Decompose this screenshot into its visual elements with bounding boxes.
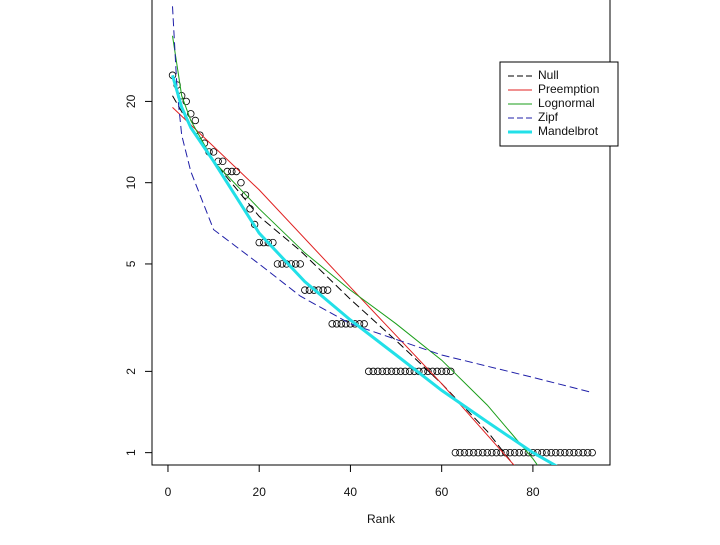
observed-point (364, 367, 373, 376)
observed-point (456, 448, 464, 457)
observed-point (264, 238, 273, 247)
legend-label: Mandelbrot (538, 124, 599, 138)
observed-point (187, 110, 195, 118)
observed-point (520, 448, 528, 457)
observed-point (301, 286, 309, 294)
y-tick-label: 5 (124, 260, 138, 267)
observed-point (552, 448, 560, 457)
observed-point (209, 148, 218, 156)
legend-label: Preemption (538, 82, 599, 96)
fit-line (172, 107, 515, 465)
observed-point (583, 448, 592, 457)
observed-point (333, 320, 341, 328)
fit-line (172, 35, 539, 465)
observed-point (460, 448, 469, 457)
legend-label: Lognormal (538, 96, 595, 110)
observed-point (442, 367, 450, 376)
observed-point (273, 260, 282, 268)
observed-point (437, 367, 446, 376)
observed-point (241, 191, 250, 199)
fit-line (172, 6, 593, 393)
observed-point (465, 448, 473, 457)
observed-point (383, 367, 391, 376)
x-tick-label: 20 (253, 485, 267, 499)
observed-point (469, 448, 478, 457)
observed-point (538, 448, 546, 457)
x-tick-label: 60 (435, 485, 449, 499)
observed-point (278, 260, 286, 268)
observed-point (510, 448, 519, 457)
observed-point (574, 448, 583, 457)
observed-point (547, 448, 555, 457)
observed-point (579, 448, 587, 457)
observed-point (474, 448, 482, 457)
observed-point (232, 167, 241, 176)
y-tick-label: 2 (124, 368, 138, 375)
y-tick-label: 10 (124, 176, 138, 190)
observed-point (237, 178, 245, 187)
observed-point (433, 367, 441, 376)
observed-point (255, 238, 263, 247)
observed-point (515, 448, 523, 457)
observed-point (360, 320, 368, 328)
observed-point (342, 320, 350, 328)
observed-point (488, 448, 496, 457)
observed-point (182, 97, 190, 106)
observed-point (310, 286, 318, 294)
y-tick-label: 20 (124, 94, 138, 108)
legend-label: Null (538, 68, 559, 82)
observed-point (401, 367, 409, 376)
observed-point (529, 448, 537, 457)
observed-point (369, 367, 377, 376)
observed-point (406, 367, 414, 376)
plot-area (168, 6, 596, 465)
observed-point (328, 320, 336, 328)
observed-point (447, 367, 455, 376)
x-tick-label: 80 (526, 485, 540, 499)
observed-point (451, 448, 460, 457)
observed-point (296, 260, 304, 268)
legend-label: Zipf (538, 110, 559, 124)
observed-point (337, 320, 346, 328)
observed-point (492, 448, 501, 457)
observed-point (323, 286, 332, 294)
observed-point (387, 367, 396, 376)
observed-point (561, 448, 569, 457)
observed-point (424, 367, 432, 376)
observed-point (319, 286, 327, 294)
x-axis-label: Rank (367, 512, 396, 526)
observed-point (396, 367, 405, 376)
observed-point (479, 448, 487, 457)
observed-point (588, 448, 596, 457)
fit-line (171, 74, 558, 465)
observed-point (392, 367, 400, 376)
x-tick-label: 0 (165, 485, 172, 499)
observed-point (506, 448, 514, 457)
plot-frame (151, 0, 611, 466)
observed-point (291, 260, 300, 268)
observed-point (228, 167, 236, 176)
observed-point (556, 448, 564, 457)
observed-point (191, 116, 200, 125)
observed-point (542, 448, 551, 457)
observed-point (565, 448, 574, 457)
observed-point (374, 367, 382, 376)
x-tick-label: 40 (344, 485, 358, 499)
observed-point (483, 448, 491, 457)
observed-point (378, 367, 387, 376)
observed-point (570, 448, 578, 457)
y-tick-label: 1 (124, 449, 138, 456)
observed-point (219, 157, 227, 166)
